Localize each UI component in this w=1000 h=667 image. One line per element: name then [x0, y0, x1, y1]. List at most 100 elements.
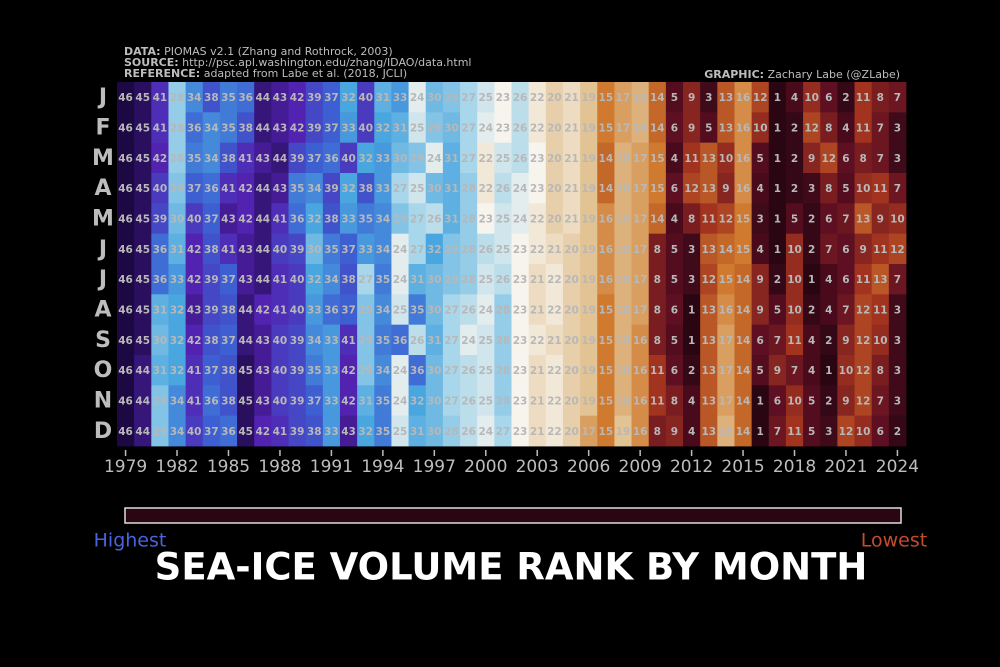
cell [168, 294, 187, 326]
cell-label: 16 [633, 426, 648, 438]
cell [185, 142, 204, 174]
cell [408, 385, 427, 417]
cell-label: 45 [135, 92, 150, 104]
cell [820, 112, 838, 144]
cell-label: 13 [719, 123, 734, 135]
cell-label: 39 [290, 426, 305, 438]
cell [408, 324, 427, 356]
cell-label: 38 [307, 426, 322, 438]
cell-label: 12 [839, 426, 854, 438]
cell [717, 173, 735, 204]
cell [408, 355, 427, 386]
cell [425, 355, 444, 386]
cell-label: 38 [204, 335, 219, 347]
cell [117, 142, 135, 174]
cell-label: 23 [496, 92, 511, 104]
cell [803, 112, 821, 144]
cell [408, 142, 427, 174]
cell [837, 233, 855, 265]
cell-label: 39 [290, 365, 305, 377]
cell [683, 112, 701, 144]
cell-label: 20 [564, 305, 579, 317]
cell-label: 29 [358, 305, 373, 317]
header-label: REFERENCE: [124, 67, 200, 80]
header-line: SOURCE: http://psc.apl.washington.edu/zh… [124, 56, 472, 69]
cell-label: 45 [135, 183, 150, 195]
cell-label: 7 [894, 274, 901, 286]
cell-label: 7 [877, 123, 884, 135]
cell-label: 1 [757, 426, 764, 438]
cell [322, 112, 341, 144]
cell [185, 294, 204, 326]
cell-label: 21 [564, 183, 579, 195]
cell-label: 36 [290, 214, 305, 226]
cell-label: 36 [187, 123, 202, 135]
cell [425, 324, 444, 356]
cell-label: 18 [616, 214, 631, 226]
cell-label: 8 [654, 426, 661, 438]
cell-label: 20 [564, 244, 579, 256]
cell-label: 5 [808, 396, 815, 408]
cell-label: 42 [255, 426, 270, 438]
cell [117, 415, 135, 447]
cell [460, 355, 478, 386]
cell [854, 415, 873, 447]
cell-label: 4 [688, 396, 695, 408]
cell-label: 1 [774, 153, 781, 165]
cell [134, 233, 152, 265]
cell-label: 11 [701, 214, 716, 226]
cell [820, 173, 838, 204]
cell [888, 355, 907, 386]
header-text: http://psc.apl.washington.edu/zhang/IDAO… [182, 56, 471, 69]
cell [631, 355, 650, 386]
cell [683, 324, 701, 356]
cell-label: 1 [688, 305, 695, 317]
cell-label: 10 [804, 92, 819, 104]
cell [219, 203, 238, 235]
cell [648, 355, 667, 386]
cell-label: 37 [221, 274, 236, 286]
cell-label: 5 [705, 123, 712, 135]
cell-label: 14 [599, 183, 614, 195]
cell-label: 45 [135, 305, 150, 317]
cell-label: 45 [135, 244, 150, 256]
cell [751, 203, 770, 235]
cell [785, 355, 804, 386]
cell [562, 173, 581, 204]
x-tick-label: 2003 [516, 457, 559, 477]
x-tick-label: 2024 [876, 457, 919, 477]
cell [460, 385, 478, 417]
cell [665, 415, 684, 447]
cell-label: 46 [118, 274, 133, 286]
cell-label: 36 [153, 244, 168, 256]
cell [545, 385, 564, 417]
cell-label: 17 [719, 396, 734, 408]
cell [528, 385, 547, 417]
cell [357, 142, 375, 174]
cell [803, 82, 821, 113]
cell-label: 9 [808, 153, 815, 165]
cell [477, 112, 495, 144]
cell-label: 37 [187, 183, 202, 195]
cell [357, 203, 375, 235]
x-tick-label: 2000 [464, 457, 507, 477]
cell [339, 142, 358, 174]
cell [151, 233, 169, 265]
cell [528, 264, 547, 295]
row-label: F [95, 116, 110, 141]
cell-label: 33 [341, 214, 356, 226]
cell-label: 34 [187, 92, 202, 104]
cell-label: 37 [204, 426, 219, 438]
cell-label: 24 [478, 305, 493, 317]
cell [803, 173, 821, 204]
cell [871, 233, 890, 265]
cell-label: 4 [808, 335, 815, 347]
cell-label: 20 [564, 365, 579, 377]
cell-label: 14 [736, 426, 751, 438]
cell-label: 11 [873, 183, 888, 195]
cell-label: 39 [290, 396, 305, 408]
header-text: PIOMAS v2.1 (Zhang and Rothrock, 2003) [164, 45, 393, 58]
cell-label: 9 [842, 396, 849, 408]
cell-label: 40 [358, 92, 373, 104]
cell [734, 233, 753, 265]
